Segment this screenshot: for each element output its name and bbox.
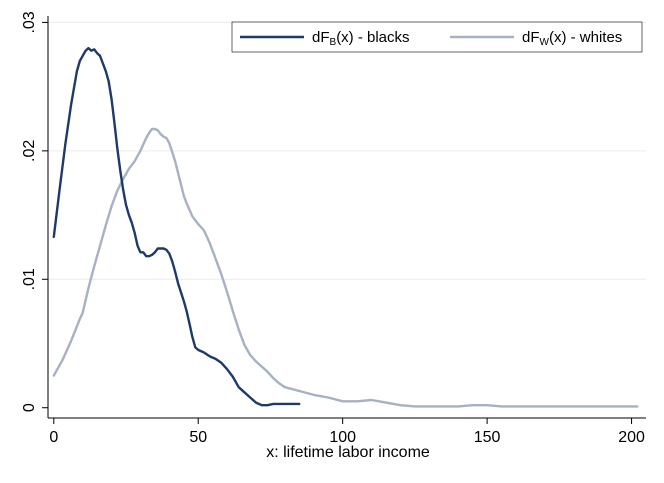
y-tick-label-1: .01 bbox=[21, 268, 38, 290]
legend-label-main-1: dF bbox=[522, 29, 540, 46]
x-tick-label-1: 50 bbox=[189, 429, 207, 446]
series-line-0 bbox=[52, 46, 301, 407]
x-tick-label-2: 100 bbox=[329, 429, 356, 446]
y-tick-label-2: .02 bbox=[21, 140, 38, 162]
x-tick-label-0: 0 bbox=[49, 429, 58, 446]
x-tick-label-4: 200 bbox=[618, 429, 645, 446]
legend: dFB(x) - blacks dFW(x) - whites bbox=[231, 21, 643, 53]
x-axis-title: x: lifetime labor income bbox=[266, 444, 430, 461]
x-tick-label-3: 150 bbox=[474, 429, 501, 446]
legend-label-sub-1: W bbox=[540, 37, 550, 48]
legend-label-0: dFB(x) - blacks bbox=[312, 29, 410, 48]
legend-label-sub-0: B bbox=[330, 37, 337, 48]
axes bbox=[42, 16, 646, 424]
y-tick-label-0: 0 bbox=[21, 403, 38, 412]
legend-label-main-0: dF bbox=[312, 29, 330, 46]
series-line-1 bbox=[52, 127, 639, 408]
legend-label-1: dFW(x) - whites bbox=[522, 29, 622, 48]
tick-labels: 0 .01 .02 .03 0 50 100 150 200 bbox=[21, 11, 645, 446]
y-tick-label-3: .03 bbox=[21, 11, 38, 33]
series-lines bbox=[52, 46, 639, 408]
legend-label-rest-0: (x) - blacks bbox=[336, 29, 409, 46]
legend-label-rest-1: (x) - whites bbox=[549, 29, 622, 46]
